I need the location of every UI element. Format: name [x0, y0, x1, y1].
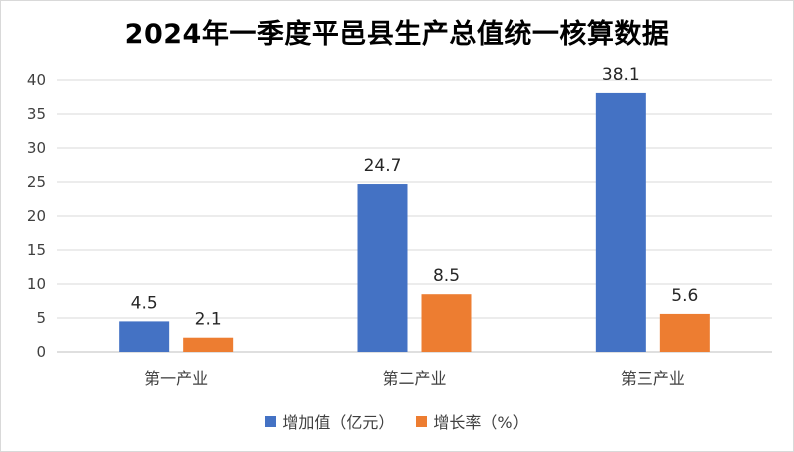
data-label: 4.5: [131, 293, 158, 313]
data-label: 2.1: [195, 310, 222, 330]
legend-swatch-orange: [416, 415, 428, 427]
bar-value-added: [119, 321, 170, 352]
y-tick-label: 35: [27, 105, 46, 123]
y-tick-label: 30: [27, 139, 46, 157]
legend-label-growth-rate: 增长率（%）: [433, 413, 529, 432]
data-labels: 4.5 2.1 24.7 8.5 38.1 5.6: [131, 65, 699, 330]
bar-growth-rate: [659, 313, 710, 352]
legend: 增加值（亿元） 增长率（%）: [0, 409, 794, 433]
legend-item-value-added: 增加值（亿元）: [265, 409, 394, 433]
y-tick-label: 40: [27, 71, 46, 89]
chart-title: 2024年一季度平邑县生产总值统一核算数据: [124, 19, 670, 50]
category-labels: 第一产业 第二产业 第三产业: [144, 369, 685, 388]
y-tick-label: 5: [36, 309, 46, 327]
legend-item-growth-rate: 增长率（%）: [416, 409, 529, 433]
y-tick-label: 20: [27, 207, 46, 225]
legend-label-value-added: 增加值（亿元）: [282, 413, 395, 432]
bars: [119, 92, 710, 353]
category-label: 第三产业: [621, 369, 685, 388]
data-label: 5.6: [671, 286, 698, 306]
data-label: 8.5: [433, 266, 460, 286]
category-label: 第二产业: [382, 369, 446, 388]
bar-value-added: [595, 92, 646, 353]
bar-growth-rate: [183, 337, 234, 352]
y-tick-label: 25: [27, 173, 46, 191]
data-label: 24.7: [364, 156, 402, 176]
bar-growth-rate: [421, 294, 472, 352]
legend-swatch-blue: [265, 415, 277, 427]
bar-value-added: [357, 184, 408, 352]
y-tick-label: 15: [27, 241, 46, 259]
y-tick-label: 0: [36, 343, 46, 361]
gridlines: [57, 79, 772, 353]
y-tick-label: 10: [27, 275, 46, 293]
data-label: 38.1: [602, 65, 640, 85]
y-axis-ticks: 0 5 10 15 20 25 30 35 40: [27, 71, 46, 361]
category-label: 第一产业: [144, 369, 208, 388]
